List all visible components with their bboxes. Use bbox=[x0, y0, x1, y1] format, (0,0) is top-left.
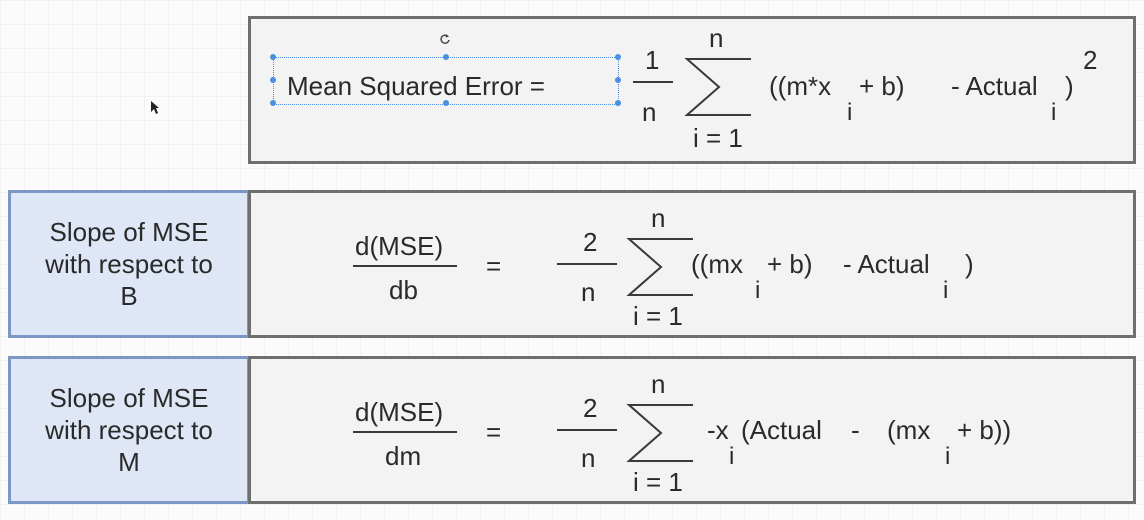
mse-sub-i2: i bbox=[1051, 99, 1057, 126]
row-m-sub-i1: i bbox=[729, 443, 735, 470]
mse-frac-numerator: 1 bbox=[645, 45, 660, 75]
rotate-handle-icon[interactable] bbox=[439, 33, 451, 45]
sigma-icon bbox=[626, 404, 693, 462]
deriv-b-frac-bar bbox=[353, 265, 457, 267]
selection-handle[interactable] bbox=[270, 100, 276, 106]
selection-handle[interactable] bbox=[615, 54, 621, 60]
selection-handle[interactable] bbox=[443, 100, 449, 106]
row-m-sub-i2: i bbox=[945, 443, 951, 470]
deriv-b-denominator: db bbox=[389, 275, 418, 305]
slope-m-label-line1: Slope of MSE bbox=[49, 383, 209, 413]
mse-close: ) bbox=[1065, 71, 1074, 101]
row-b-sum-bottom: i = 1 bbox=[633, 301, 683, 331]
row-m-frac-bar bbox=[557, 429, 617, 431]
row-m-body-open: -x bbox=[707, 415, 729, 445]
mse-sum-bottom: i = 1 bbox=[693, 123, 743, 153]
row-m-body-paren: (mx bbox=[887, 415, 931, 445]
slope-b-formula-box[interactable]: d(MSE) db = 2 n n i = 1 ((mx i + b) - Ac… bbox=[248, 190, 1136, 338]
row-b-close: ) bbox=[965, 249, 974, 279]
deriv-m-frac-bar bbox=[353, 431, 457, 433]
slope-b-label-line1: Slope of MSE bbox=[49, 217, 209, 247]
row-m-frac-denominator: n bbox=[581, 443, 596, 473]
selection-handle[interactable] bbox=[443, 54, 449, 60]
row-b-sub-i1: i bbox=[755, 277, 761, 304]
row-m-body-minus: - bbox=[851, 415, 860, 445]
sigma-icon bbox=[684, 58, 751, 116]
slope-b-label-line2: with respect to bbox=[45, 249, 213, 279]
mse-exponent: 2 bbox=[1083, 45, 1098, 75]
selection-handle[interactable] bbox=[270, 54, 276, 60]
slope-m-label-box[interactable]: Slope of MSE with respect to M bbox=[8, 356, 250, 504]
row-b-body-mid: + b) bbox=[767, 249, 813, 279]
mse-body-open: ((m*x bbox=[769, 71, 832, 101]
slope-b-label-box[interactable]: Slope of MSE with respect to B bbox=[8, 190, 250, 338]
deriv-m-numerator: d(MSE) bbox=[355, 397, 444, 427]
row-b-frac-denominator: n bbox=[581, 277, 596, 307]
mse-body-mid: + b) bbox=[859, 71, 905, 101]
mse-sub-i1: i bbox=[847, 99, 853, 126]
mse-sum-top: n bbox=[709, 23, 724, 53]
slope-m-label-line2: with respect to bbox=[45, 415, 213, 445]
mse-lhs: Mean Squared Error = bbox=[287, 71, 545, 101]
row-m-body-actual: (Actual bbox=[741, 415, 822, 445]
row-b-body-open: ((mx bbox=[691, 249, 743, 279]
row-m-sum-bottom: i = 1 bbox=[633, 467, 683, 497]
deriv-m-equals: = bbox=[486, 417, 502, 447]
row-b-sum-top: n bbox=[651, 203, 666, 233]
slope-m-label-line3: M bbox=[118, 447, 140, 477]
sigma-icon bbox=[626, 238, 693, 296]
row-b-sub-i2: i bbox=[943, 277, 949, 304]
slope-b-label-line3: B bbox=[120, 281, 138, 311]
row-b-frac-bar bbox=[557, 263, 617, 265]
selection-handle[interactable] bbox=[615, 100, 621, 106]
row-b-body-minus: - Actual bbox=[843, 249, 930, 279]
row-b-frac-numerator: 2 bbox=[583, 227, 598, 257]
deriv-b-equals: = bbox=[486, 251, 502, 281]
deriv-b-numerator: d(MSE) bbox=[355, 231, 444, 261]
selection-handle[interactable] bbox=[270, 77, 276, 83]
mse-frac-denominator: n bbox=[642, 97, 657, 127]
selection-handle[interactable] bbox=[615, 77, 621, 83]
row-m-frac-numerator: 2 bbox=[583, 393, 598, 423]
mse-body-minus: - Actual bbox=[951, 71, 1038, 101]
mse-formula-box[interactable]: Mean Squared Error = 1 n n i = 1 ((m*x i… bbox=[248, 16, 1136, 164]
deriv-m-denominator: dm bbox=[385, 441, 422, 471]
row-m-sum-top: n bbox=[651, 369, 666, 399]
cursor-icon bbox=[151, 101, 159, 114]
mse-frac-bar bbox=[633, 81, 673, 83]
slope-m-formula-box[interactable]: d(MSE) dm = 2 n n i = 1 -x i (Actual - (… bbox=[248, 356, 1136, 504]
row-m-body-end: + b)) bbox=[957, 415, 1012, 445]
